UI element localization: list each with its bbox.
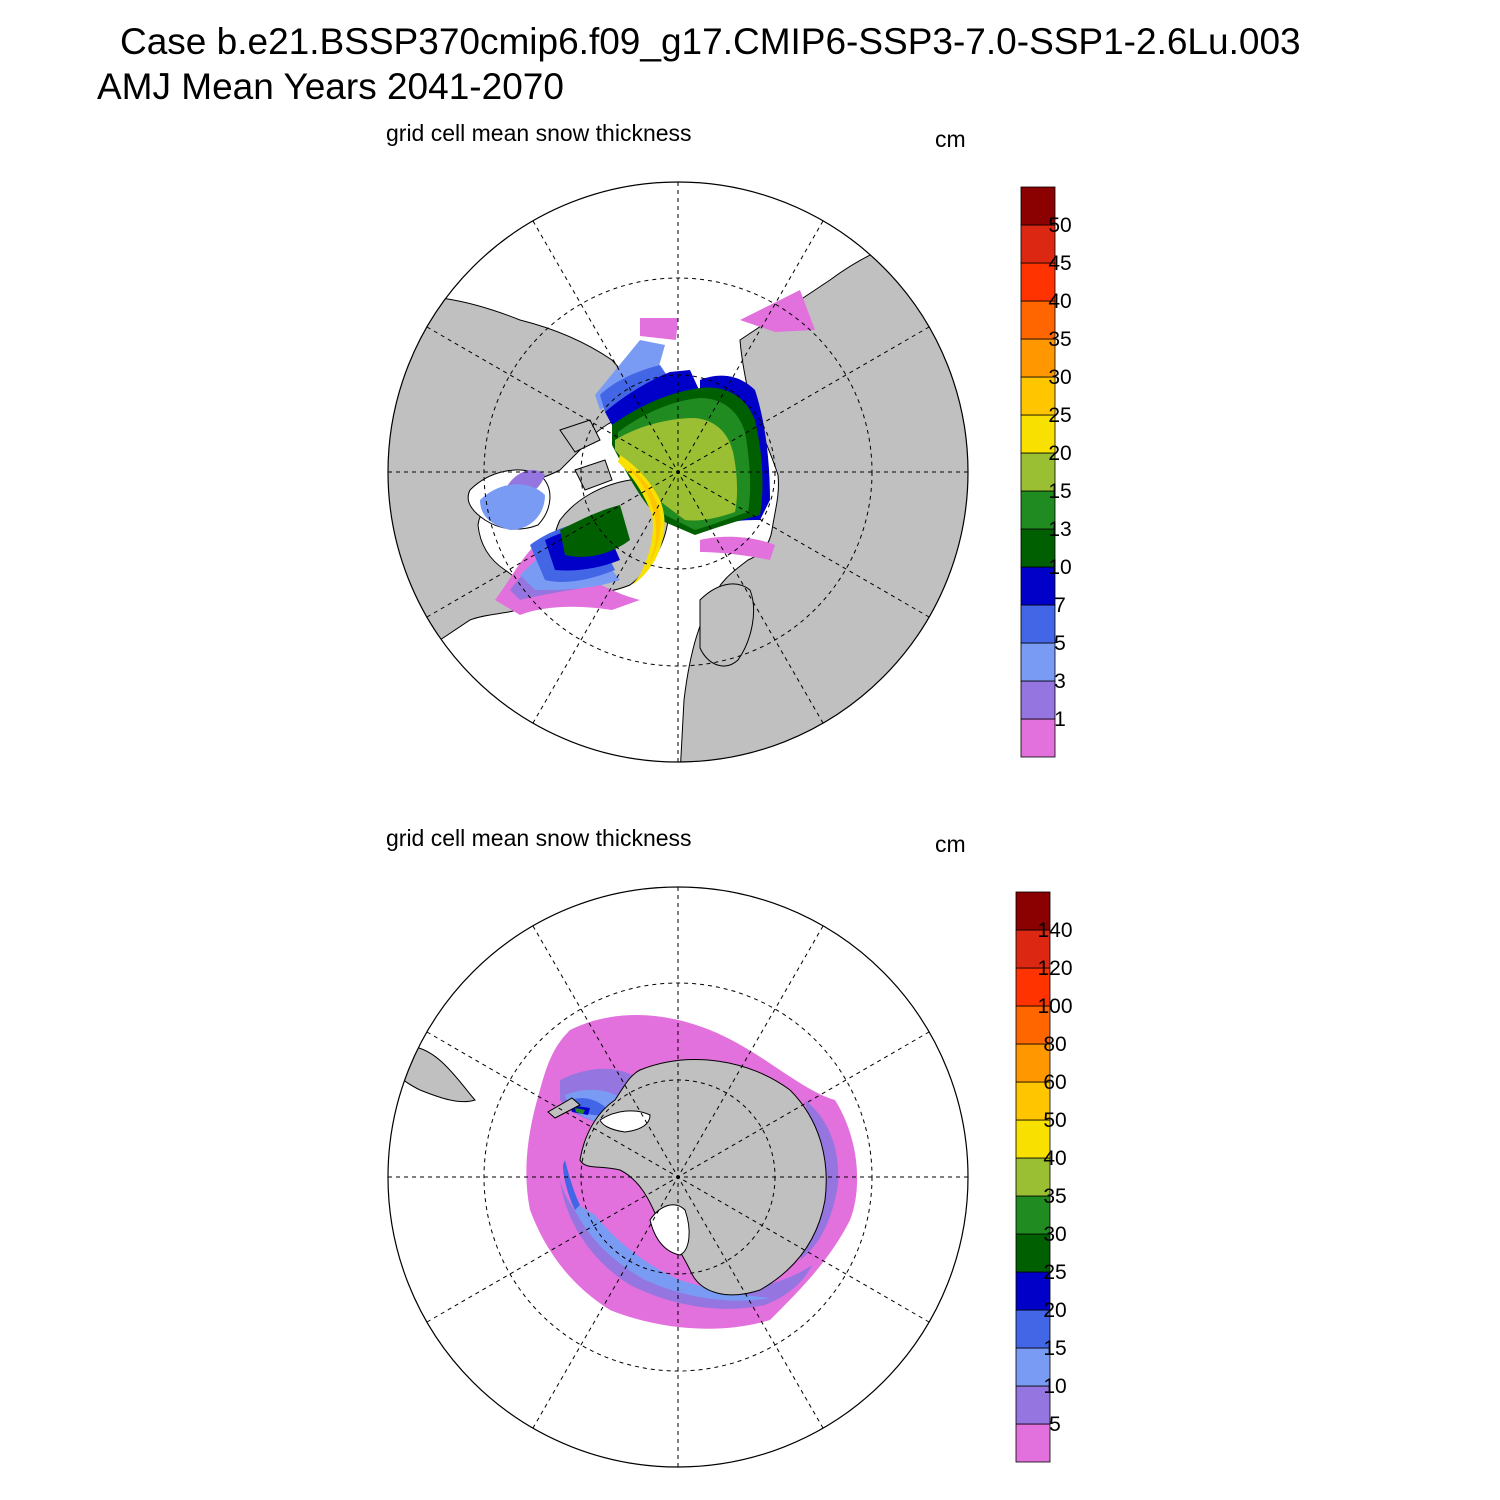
south-map-border xyxy=(387,886,969,1468)
north-colorbar-swatch xyxy=(1020,186,1056,226)
north-colorbar-swatch xyxy=(1020,528,1056,568)
north-colorbar-swatch xyxy=(1020,224,1056,264)
south-colorbar-label: 10 xyxy=(1043,1375,1066,1398)
north-colorbar-swatch xyxy=(1020,490,1056,530)
south-colorbar: 5 10 15 20 25 30 35 40 50 60 80 100 120 140 xyxy=(1015,891,1073,1463)
north-colorbar-label: 50 xyxy=(1048,214,1071,237)
ice-band-10b-south xyxy=(560,1180,812,1309)
ice-band-1c xyxy=(740,290,815,332)
south-colorbar-label: 140 xyxy=(1037,919,1072,942)
ice-band-7 xyxy=(600,365,670,412)
south-colorbar-label: 30 xyxy=(1043,1223,1066,1246)
south-colorbar-label: 40 xyxy=(1043,1147,1066,1170)
north-land xyxy=(388,219,968,762)
figure-title-line2: AMJ Mean Years 2041-2070 xyxy=(97,66,564,107)
south-colorbar-label: 50 xyxy=(1043,1109,1066,1132)
south-colorbar-swatch xyxy=(1015,1423,1051,1463)
south-colorbar-label: 80 xyxy=(1043,1033,1066,1056)
north-colorbar-swatch xyxy=(1020,414,1056,454)
north-sea-ice-snow xyxy=(480,290,815,615)
north-colorbar-label: 40 xyxy=(1048,290,1071,313)
ice-band-20b-south xyxy=(563,1160,580,1210)
south-colorbar-swatch xyxy=(1015,1081,1051,1121)
north-colorbar-swatch xyxy=(1020,604,1056,644)
south-colorbar-label: 100 xyxy=(1037,995,1072,1018)
north-colorbar-label: 20 xyxy=(1048,442,1071,465)
ice-band-20 xyxy=(615,418,738,521)
south-colorbar-swatch xyxy=(1015,891,1051,931)
south-units-label: cm xyxy=(935,831,966,857)
north-colorbar-label: 10 xyxy=(1048,556,1071,579)
north-colorbar-label: 15 xyxy=(1048,480,1071,503)
north-polar-map xyxy=(387,181,969,763)
north-colorbar-label: 1 xyxy=(1054,708,1066,731)
north-colorbar-label: 35 xyxy=(1048,328,1071,351)
south-graticule xyxy=(388,887,968,1467)
north-units-label: cm xyxy=(935,126,966,152)
north-colorbar-label: 5 xyxy=(1054,632,1066,655)
south-colorbar-label: 15 xyxy=(1043,1337,1066,1360)
ice-band-15b-south xyxy=(570,1200,770,1301)
north-colorbar-swatch xyxy=(1020,338,1056,378)
ice-band-5 xyxy=(480,484,545,530)
south-colorbar-label: 5 xyxy=(1049,1413,1061,1436)
ice-band-1b xyxy=(640,318,678,340)
north-graticule xyxy=(388,182,968,762)
north-colorbar-swatch xyxy=(1020,718,1056,758)
south-colorbar-label: 60 xyxy=(1043,1071,1066,1094)
south-colorbar-swatch xyxy=(1015,1195,1051,1235)
ice-band-13b xyxy=(560,505,630,557)
south-colorbar-swatch xyxy=(1015,1347,1051,1387)
north-colorbar-label: 25 xyxy=(1048,404,1071,427)
south-colorbar-label: 120 xyxy=(1037,957,1072,980)
south-colorbar-swatch xyxy=(1015,1233,1051,1273)
south-polar-map xyxy=(387,886,969,1468)
north-colorbar-swatch xyxy=(1020,680,1056,720)
south-colorbar-swatch xyxy=(1015,1005,1051,1045)
north-colorbar-label: 30 xyxy=(1048,366,1071,389)
south-colorbar-swatch xyxy=(1015,967,1051,1007)
north-colorbar-swatch xyxy=(1020,642,1056,682)
north-panel-title: grid cell mean snow thickness xyxy=(386,120,692,146)
north-colorbar-swatch xyxy=(1020,452,1056,492)
north-colorbar-swatch xyxy=(1020,262,1056,302)
figure-title-line1: Case b.e21.BSSP370cmip6.f09_g17.CMIP6-SS… xyxy=(120,21,1301,62)
south-colorbar-swatch xyxy=(1015,929,1051,969)
north-colorbar-label: 45 xyxy=(1048,252,1071,275)
south-colorbar-label: 20 xyxy=(1043,1299,1066,1322)
north-colorbar-label: 3 xyxy=(1054,670,1066,693)
north-colorbar-swatch xyxy=(1020,566,1056,606)
north-colorbar-label: 7 xyxy=(1054,594,1066,617)
north-map-border xyxy=(387,181,969,763)
ice-band-10 xyxy=(605,370,700,425)
ice-band-30 xyxy=(630,468,661,562)
ice-band-35-south xyxy=(575,1108,585,1114)
north-colorbar-label: 13 xyxy=(1048,518,1071,541)
south-panel-title: grid cell mean snow thickness xyxy=(386,825,692,851)
south-colorbar-label: 25 xyxy=(1043,1261,1066,1284)
south-colorbar-label: 35 xyxy=(1043,1185,1066,1208)
